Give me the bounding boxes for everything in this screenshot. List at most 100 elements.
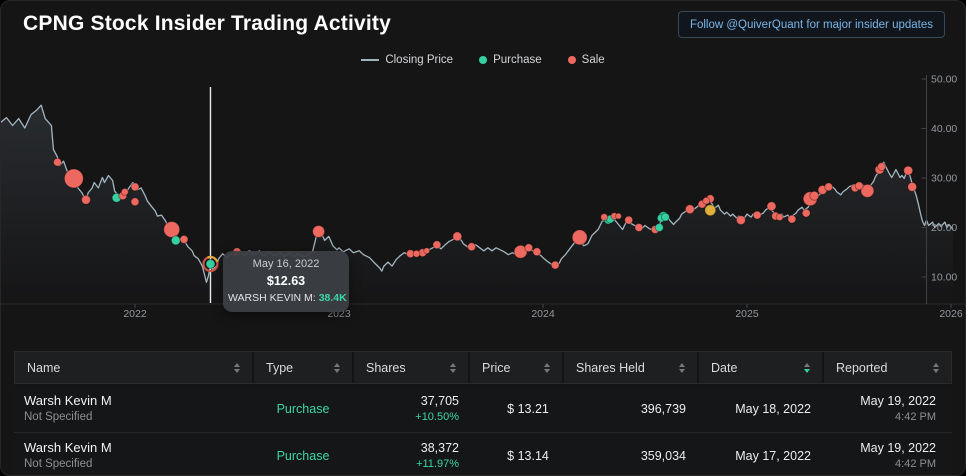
legend-purchase[interactable]: Purchase xyxy=(479,54,542,66)
column-header-type[interactable]: Type xyxy=(254,352,354,383)
sale-marker xyxy=(550,260,560,270)
sale-marker xyxy=(130,197,140,207)
x-tick-label: 2024 xyxy=(531,308,555,319)
sale-marker xyxy=(130,182,140,192)
tooltip-insider: WARSH KEVIN M: 38.4K xyxy=(228,292,347,304)
tooltip-insider-name: WARSH KEVIN M: xyxy=(228,292,316,304)
trade-date-cell: May 17, 2022 xyxy=(735,449,811,463)
purchase-marker xyxy=(654,223,664,232)
purchase-marker xyxy=(170,235,181,246)
insider-name-cell: Warsh Kevin M Not Specified xyxy=(24,439,112,470)
price-cell: $ 13.21 xyxy=(507,402,549,416)
line-swatch-icon xyxy=(361,59,380,61)
page-title: CPNG Stock Insider Trading Activity xyxy=(23,12,391,35)
trade-date-cell: May 18, 2022 xyxy=(735,402,811,416)
sale-marker xyxy=(513,244,528,259)
x-tick-label: 2023 xyxy=(327,308,351,319)
sort-icon[interactable] xyxy=(334,362,340,373)
sale-marker xyxy=(775,213,784,222)
y-tick-label: 10.00 xyxy=(931,272,957,284)
sale-marker xyxy=(702,196,711,205)
shares-held-cell: 359,034 xyxy=(640,449,686,463)
column-header-shares-held[interactable]: Shares Held xyxy=(564,352,699,383)
sort-icon[interactable] xyxy=(933,362,939,373)
sale-dot-icon xyxy=(567,56,576,64)
column-header-price[interactable]: Price xyxy=(470,352,564,383)
sale-marker xyxy=(600,213,609,222)
tooltip-shares: 38.4K xyxy=(318,292,347,304)
sale-marker xyxy=(624,215,634,225)
x-tick-label: 2026 xyxy=(939,308,963,319)
insider-name-cell: Warsh Kevin M Not Specified xyxy=(24,392,112,423)
sale-marker xyxy=(615,212,622,220)
sort-icon[interactable] xyxy=(234,362,240,373)
x-tick-label: 2025 xyxy=(735,308,759,319)
column-header-reported[interactable]: Reported xyxy=(824,352,951,383)
sale-marker xyxy=(735,215,746,226)
x-tick-label: 2022 xyxy=(123,308,147,319)
shares-held-cell: 396,739 xyxy=(640,402,686,416)
sale-marker xyxy=(179,234,189,244)
price-cell: $ 13.14 xyxy=(507,449,549,463)
sale-marker xyxy=(163,221,181,238)
column-header-name[interactable]: Name xyxy=(15,352,254,383)
sale-marker xyxy=(532,247,542,257)
sale-marker xyxy=(63,168,84,189)
sale-marker xyxy=(634,223,644,232)
other-marker xyxy=(704,204,717,217)
column-header-date[interactable]: Date xyxy=(699,352,824,383)
y-tick-label: 50.00 xyxy=(931,74,957,86)
sale-marker xyxy=(432,240,442,250)
sale-marker xyxy=(809,190,820,201)
sort-icon[interactable] xyxy=(544,362,550,373)
legend-label: Purchase xyxy=(493,54,542,66)
sale-marker xyxy=(81,194,91,205)
follow-button[interactable]: Follow @QuiverQuant for major insider up… xyxy=(677,11,945,38)
sort-icon[interactable] xyxy=(804,362,810,373)
sale-marker xyxy=(877,162,887,172)
sale-marker xyxy=(824,182,834,192)
sale-marker xyxy=(53,157,62,167)
sale-marker xyxy=(452,231,463,242)
trade-type-cell: Purchase xyxy=(276,449,330,463)
sale-marker xyxy=(423,247,431,255)
shares-cell: 37,705 +10.50% xyxy=(415,394,459,423)
sale-marker xyxy=(571,229,588,246)
sale-marker xyxy=(524,243,534,253)
purchase-dot-icon xyxy=(479,56,488,64)
sale-marker xyxy=(752,210,762,220)
sale-marker xyxy=(860,183,875,198)
sale-marker xyxy=(766,201,777,212)
legend-sale[interactable]: Sale xyxy=(567,54,605,66)
y-tick-label: 40.00 xyxy=(931,123,957,135)
legend-label: Closing Price xyxy=(385,54,454,66)
sort-icon[interactable] xyxy=(679,362,685,373)
chart-legend: Closing Price Purchase Sale xyxy=(1,54,965,66)
chart-tooltip: May 16, 2022 $12.63 WARSH KEVIN M: 38.4K xyxy=(223,251,349,312)
shares-cell: 38,372 +11.97% xyxy=(416,441,459,470)
column-header-shares[interactable]: Shares xyxy=(354,352,470,383)
trade-type-cell: Purchase xyxy=(276,402,330,416)
sort-icon[interactable] xyxy=(450,362,456,373)
sale-marker xyxy=(684,204,695,215)
sale-marker xyxy=(312,225,326,238)
table-row[interactable]: Warsh Kevin M Not Specified Purchase 38,… xyxy=(14,433,952,475)
legend-label: Sale xyxy=(581,54,605,66)
purchase-marker xyxy=(660,212,670,222)
sale-marker xyxy=(903,165,914,176)
price-chart-canvas[interactable]: 2022 2023 2024 2025 2026 50.00 40.00 30.00 20.00… xyxy=(1,69,966,319)
sale-marker xyxy=(412,249,421,258)
sale-marker xyxy=(801,208,811,218)
sale-marker xyxy=(907,181,918,192)
table-row[interactable]: Warsh Kevin M Not Specified Purchase 37,… xyxy=(14,386,952,433)
tooltip-date: May 16, 2022 xyxy=(252,258,320,270)
y-tick-label: 20.00 xyxy=(931,222,957,234)
sale-marker xyxy=(787,214,797,224)
reported-cell: May 19, 2022 4:42 PM xyxy=(860,441,936,470)
table-header-row: Name Type Shares Price Shares Held Date xyxy=(14,351,952,384)
sale-marker xyxy=(467,242,477,252)
y-tick-label: 30.00 xyxy=(931,173,957,185)
legend-closing-price[interactable]: Closing Price xyxy=(361,54,453,66)
insider-table: Name Type Shares Price Shares Held Date xyxy=(14,351,952,475)
